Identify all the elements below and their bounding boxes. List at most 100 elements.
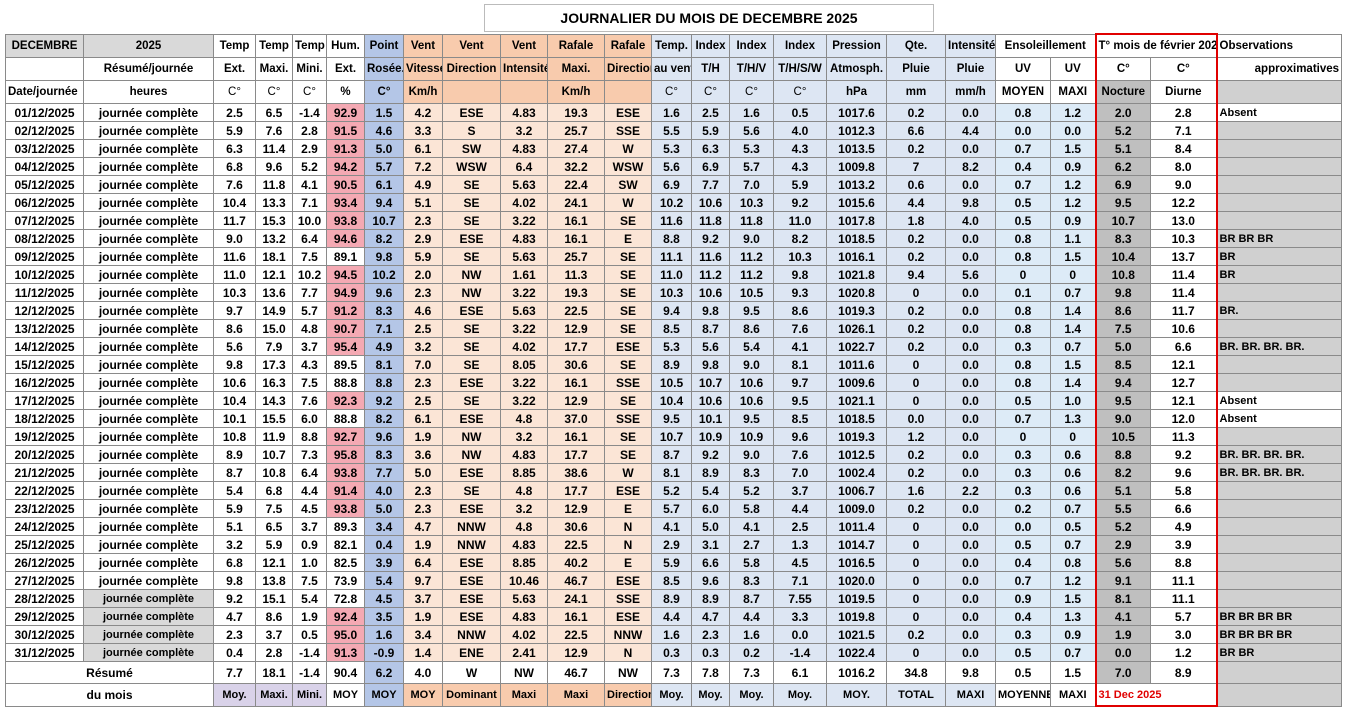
summary-unit: MAXI	[945, 683, 996, 707]
day-cell: 95.0	[326, 625, 365, 644]
observation-cell	[1216, 553, 1343, 572]
day-cell: 9.3	[773, 283, 827, 302]
header-cell: MAXI	[1049, 80, 1097, 104]
day-cell: SE	[442, 247, 501, 266]
header-cell: Atmosph.	[826, 57, 887, 81]
day-cell: 88.8	[326, 409, 365, 428]
day-cell: 1019.8	[826, 607, 887, 626]
day-cell: 16.1	[547, 229, 605, 248]
day-cell: 0	[995, 265, 1051, 284]
day-cell: 7.6	[292, 391, 327, 410]
day-cell: journée complète	[83, 211, 214, 230]
day-cell: 0	[1049, 427, 1097, 446]
day-cell: 2.5	[403, 391, 443, 410]
day-row: 04/12/2025 journée complète 6.8 9.6 5.2 94.2 5…	[5, 157, 1343, 176]
day-cell: 7.1	[292, 193, 327, 212]
day-cell: 9.2	[773, 193, 827, 212]
day-cell: 0.0	[886, 409, 946, 428]
header-cell	[5, 57, 84, 81]
day-cell: 1019.3	[826, 427, 887, 446]
day-cell: 0.3	[995, 337, 1051, 356]
day-cell: 4.4	[945, 121, 996, 140]
day-row: 10/12/2025 journée complète 11.0 12.1 10.2 94…	[5, 265, 1343, 284]
summary-row: du mois Moy. Maxi. Mini. MOY MOY MOY Dominant Ma…	[5, 683, 1343, 707]
day-cell: 5.2	[729, 481, 774, 500]
summary-unit: Maxi.	[255, 683, 293, 707]
day-cell: 92.7	[326, 427, 365, 446]
day-cell: 2.3	[213, 625, 256, 644]
summary-unit: Moy.	[691, 683, 730, 707]
day-cell: NW	[442, 265, 501, 284]
header-cell: Qte.	[886, 33, 946, 58]
day-cell: 2.9	[403, 229, 443, 248]
day-cell: 94.6	[326, 229, 365, 248]
day-cell: 0.9	[1049, 211, 1097, 230]
day-cell: 10.1	[213, 409, 256, 428]
header-cell: Pression	[826, 33, 887, 58]
day-cell: 1.5	[1049, 247, 1097, 266]
observation-cell	[1216, 517, 1343, 536]
day-cell: 0.0	[945, 139, 996, 158]
observation-cell	[1216, 121, 1343, 140]
day-cell: 16/12/2025	[5, 373, 84, 392]
header-cell: Index	[729, 33, 774, 58]
day-row: 15/12/2025 journée complète 9.8 17.3 4.3 89.5…	[5, 355, 1343, 374]
day-cell: 9.5	[729, 301, 774, 320]
summary-value: 0.5	[995, 661, 1051, 684]
day-cell: 1022.7	[826, 337, 887, 356]
day-cell: 0	[886, 535, 946, 554]
day-cell: E	[604, 553, 652, 572]
weather-table: DECEMBRE 2025 Temp Temp Temp Hum. Point Vent Ven…	[5, 33, 1343, 707]
day-cell: 4.0	[364, 481, 404, 500]
observation-cell: BR. BR. BR. BR.	[1216, 337, 1343, 356]
day-cell: 0.9	[1049, 625, 1097, 644]
day-cell: 5.7	[1150, 607, 1218, 626]
day-cell: 0.4	[213, 643, 256, 662]
day-cell: 6.5	[255, 517, 293, 536]
day-cell: 8.6	[213, 319, 256, 338]
day-cell: 90.7	[326, 319, 365, 338]
day-row: 17/12/2025 journée complète 10.4 14.3 7.6 92.…	[5, 391, 1343, 410]
day-cell: 5.1	[403, 193, 443, 212]
day-cell: 4.1	[651, 517, 692, 536]
day-cell: journée complète	[83, 265, 214, 284]
day-cell: 2.9	[651, 535, 692, 554]
day-cell: 10.46	[500, 571, 548, 590]
day-cell: 0.8	[995, 319, 1051, 338]
day-cell: journée complète	[83, 409, 214, 428]
day-cell: 0.5	[995, 535, 1051, 554]
observation-cell	[1216, 319, 1343, 338]
day-cell: 5.2	[1094, 121, 1152, 140]
day-cell: journée complète	[83, 481, 214, 500]
day-row: 12/12/2025 journée complète 9.7 14.9 5.7 91.2…	[5, 301, 1343, 320]
day-cell: journée complète	[83, 373, 214, 392]
summary-value: 1.5	[1049, 661, 1097, 684]
day-cell: 0.9	[995, 589, 1051, 608]
day-cell: 9.4	[364, 193, 404, 212]
day-cell: 10.8	[213, 427, 256, 446]
day-cell: 7.7	[364, 463, 404, 482]
day-cell: 4.6	[364, 121, 404, 140]
day-cell: 02/12/2025	[5, 121, 84, 140]
day-cell: 8.6	[773, 301, 827, 320]
header-cell: C°	[213, 80, 256, 104]
day-cell: 1.4	[1049, 373, 1097, 392]
day-cell: 5.5	[651, 121, 692, 140]
header-cell: Temp	[255, 33, 293, 58]
day-cell: 4.5	[773, 553, 827, 572]
day-cell: 4.9	[403, 175, 443, 194]
day-cell: N	[604, 535, 652, 554]
day-cell: 5.2	[292, 157, 327, 176]
day-cell: 3.9	[1150, 535, 1218, 554]
day-cell: 5.2	[651, 481, 692, 500]
day-cell: -1.4	[292, 103, 327, 122]
header-cell: C°	[255, 80, 293, 104]
day-cell: 8.9	[651, 589, 692, 608]
day-cell: 1.9	[1094, 625, 1152, 644]
summary-unit: MAXI	[1049, 683, 1097, 707]
summary-value: 7.3	[729, 661, 774, 684]
day-cell: 9.2	[691, 445, 730, 464]
day-cell: 8.1	[773, 355, 827, 374]
day-cell: 11.0	[773, 211, 827, 230]
